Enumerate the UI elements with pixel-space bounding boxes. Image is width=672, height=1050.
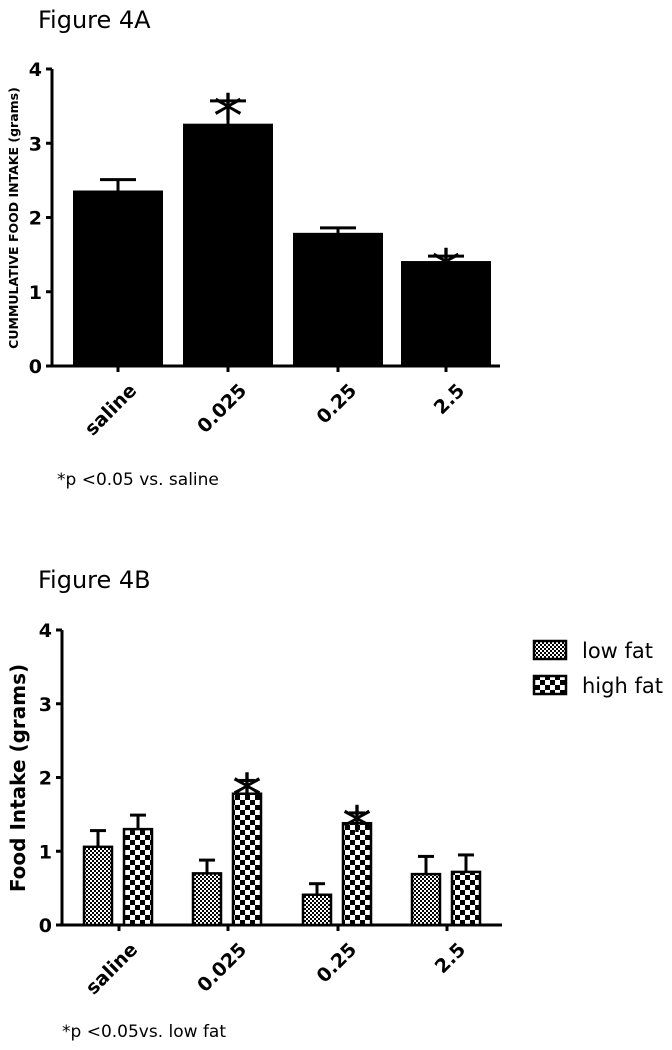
x-tick-label: 0.25 bbox=[312, 380, 361, 429]
y-tick-label: 3 bbox=[39, 694, 52, 716]
significance-star: * bbox=[342, 794, 372, 864]
x-tick-label: 0.25 bbox=[312, 939, 361, 988]
bar bbox=[401, 261, 491, 367]
bar bbox=[82, 845, 114, 927]
bar bbox=[450, 870, 482, 927]
bar bbox=[341, 821, 373, 927]
category-labels: saline 0.025 0.25 2.5 bbox=[82, 925, 470, 1000]
x-tick-label: 0.025 bbox=[193, 939, 251, 997]
legend-swatch-high-fat bbox=[532, 674, 568, 696]
y-tick-label: 1 bbox=[29, 282, 42, 304]
significance-footnote: *p <0.05 vs. saline bbox=[57, 470, 219, 490]
x-tick-label: saline bbox=[82, 939, 143, 1000]
y-tick-label: 1 bbox=[39, 841, 52, 863]
chart-figure-4a: Figure 4A CUMMULATIVE FOOD INTAKE (grams… bbox=[6, 6, 500, 490]
legend-label-low-fat: low fat bbox=[582, 639, 653, 663]
significance-star: * bbox=[431, 237, 461, 307]
bars: ** bbox=[82, 761, 482, 927]
bar bbox=[191, 872, 223, 927]
y-tick-label: 2 bbox=[39, 768, 52, 790]
bar bbox=[73, 190, 163, 367]
y-axis-label: CUMMULATIVE FOOD INTAKE (grams) bbox=[6, 87, 21, 349]
y-tick-label: 0 bbox=[39, 915, 52, 937]
x-tick-label: 2.5 bbox=[430, 380, 469, 419]
bars: ** bbox=[73, 82, 491, 367]
y-axis-label: Food Intake (grams) bbox=[6, 664, 30, 892]
x-tick-label: saline bbox=[81, 380, 142, 441]
y-tick-label: 4 bbox=[29, 59, 42, 81]
y-tick-label: 4 bbox=[39, 620, 52, 642]
bar bbox=[231, 792, 263, 927]
significance-star: * bbox=[213, 82, 243, 152]
significance-footnote: *p <0.05vs. low fat bbox=[62, 1022, 226, 1042]
x-tick-label: 2.5 bbox=[431, 939, 470, 978]
y-tick-label: 2 bbox=[29, 208, 42, 230]
bar bbox=[122, 827, 154, 927]
legend-label-high-fat: high fat bbox=[582, 674, 663, 698]
y-tick-label: 3 bbox=[29, 133, 42, 155]
y-tick-label: 0 bbox=[29, 356, 42, 378]
legend: low fat high fat bbox=[532, 639, 663, 698]
x-tick-label: 0.025 bbox=[193, 380, 251, 438]
chart-title: Figure 4A bbox=[38, 6, 151, 34]
legend-swatch-low-fat bbox=[532, 639, 568, 661]
bar bbox=[410, 872, 442, 927]
category-labels: saline 0.025 0.25 2.5 bbox=[81, 366, 469, 441]
bar bbox=[301, 893, 333, 927]
significance-star: * bbox=[232, 761, 262, 831]
chart-title: Figure 4B bbox=[38, 566, 151, 594]
bar bbox=[293, 232, 383, 367]
bar bbox=[183, 123, 273, 367]
